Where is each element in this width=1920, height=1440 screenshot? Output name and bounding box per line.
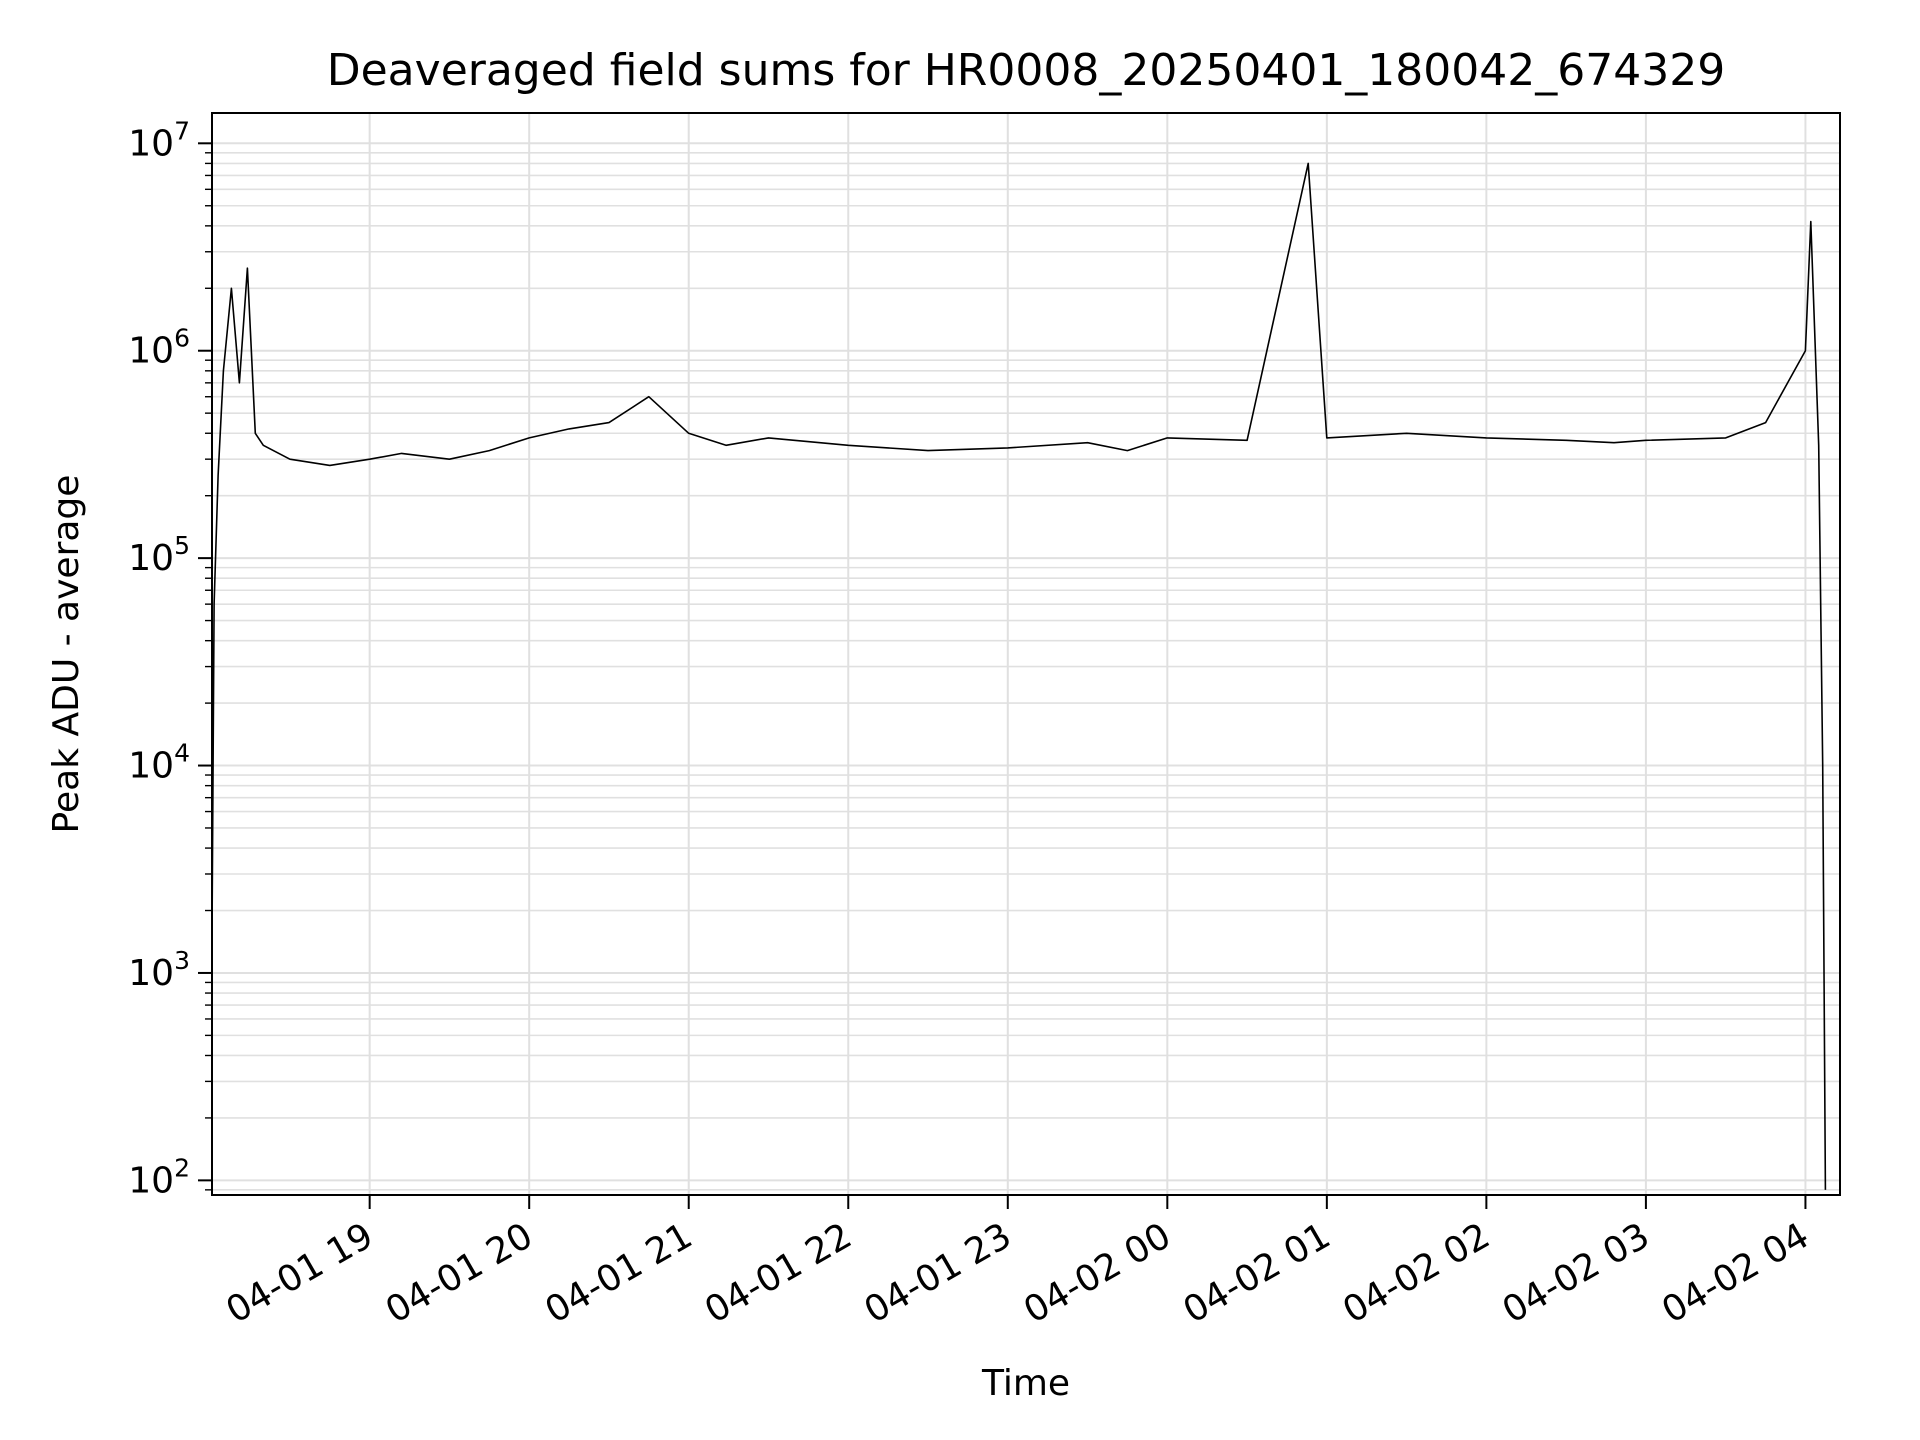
y-tick-label: 107 [128,116,190,164]
x-axis-label: Time [981,1363,1070,1404]
y-tick-label: 104 [128,739,190,787]
y-tick-label: 102 [128,1153,190,1201]
plot-frame [211,112,1841,1196]
y-tick-label: 106 [128,324,190,372]
y-axis-label: Peak ADU - average [46,475,87,834]
y-tick-label: 105 [128,531,190,579]
grid-layer [212,113,1840,1195]
y-tick-label: 103 [128,946,190,994]
data-line [212,162,1827,1190]
line-layer [212,162,1827,1190]
chart-title: Deaveraged field sums for HR0008_2025040… [327,45,1726,96]
